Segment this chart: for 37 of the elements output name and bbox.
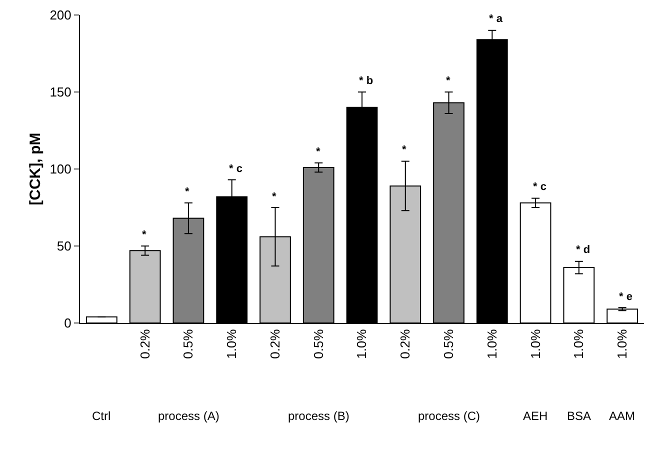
text: Ctrl	[92, 409, 111, 423]
text: process (B)	[288, 409, 350, 423]
data-label: * e	[619, 291, 632, 303]
data-label: * c	[229, 163, 242, 175]
y-tick-label: 50	[56, 238, 72, 254]
x-tick-label: 1.0%	[224, 328, 240, 359]
data-label: *	[142, 229, 147, 241]
text: process (A)	[158, 409, 220, 423]
data-label: * c	[533, 181, 546, 193]
x-tick-label: 1.0%	[614, 328, 630, 359]
data-label: *	[446, 75, 451, 87]
data-label: *	[185, 186, 190, 198]
y-tick-label: 0	[64, 316, 72, 331]
y-tick-label: 100	[50, 162, 72, 177]
x-tick-label: 0.5%	[310, 328, 326, 359]
x-tick-label: 0.5%	[180, 328, 196, 359]
data-label: *	[272, 191, 277, 203]
x-tick-label: 1.0%	[354, 328, 370, 359]
data-label: * b	[359, 75, 374, 87]
data-label: *	[402, 144, 407, 156]
data-label: *	[316, 146, 321, 158]
y-tick-label: 200	[50, 8, 72, 23]
x-tick-label: 0.2%	[398, 328, 413, 359]
data-label: * d	[576, 244, 590, 256]
text: BSA	[567, 409, 592, 423]
x-tick-label: 0.5%	[440, 328, 456, 359]
x-tick-label: 1.0%	[571, 328, 586, 359]
y-axis-title: [CCK], pM	[27, 132, 44, 206]
text: AAM	[609, 409, 636, 423]
x-tick-label: 1.0%	[484, 328, 500, 359]
x-tick-label: 0.2%	[137, 328, 152, 359]
text: process (C)	[418, 409, 480, 423]
x-tick-label: 1.0%	[528, 328, 543, 359]
text: AEH	[523, 409, 548, 423]
y-tick-label: 150	[50, 84, 72, 100]
x-tick-label: 0.2%	[267, 328, 282, 359]
data-label: * a	[489, 13, 504, 25]
